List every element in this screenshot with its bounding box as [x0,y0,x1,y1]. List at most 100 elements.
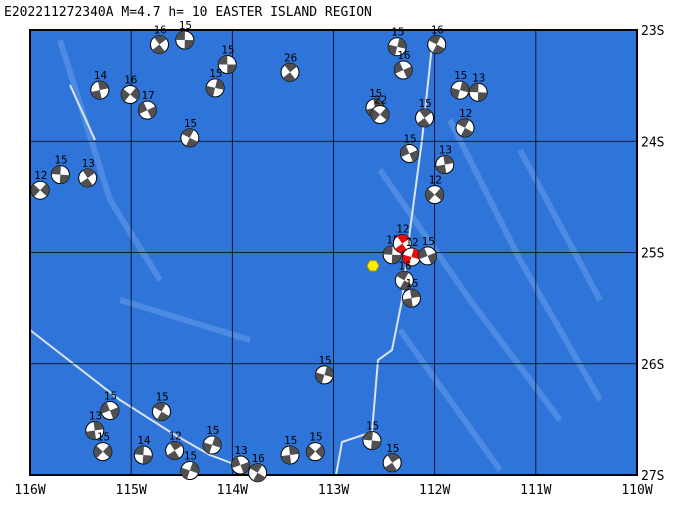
focal-mechanism [175,30,195,50]
depth-label: 15 [369,87,382,100]
ball-quadrant [288,445,299,455]
ball-quadrant [315,372,325,384]
depth-label: 13 [439,144,452,157]
depth-label: 15 [184,450,197,463]
focal-mechanism [427,34,447,54]
y-tick-label: 23S [641,24,664,39]
ball-quadrant [402,298,413,308]
ball-quadrant [130,87,140,101]
focal-mechanism [394,270,414,290]
depth-label: 16 [124,74,137,87]
focal-mechanism [78,168,98,188]
depth-label: 15 [386,442,399,455]
depth-label: 15 [206,424,219,437]
ball-quadrant [409,289,421,299]
focal-mechanism [100,400,120,420]
depth-label: 12 [169,430,182,443]
plate-boundary [29,44,433,476]
x-tick-label: 111W [520,483,551,498]
ball-quadrant [397,37,407,49]
focal-mechanism [133,445,153,465]
focal-mechanism [152,402,172,422]
ball-quadrant [432,44,445,54]
x-tick-label: 113W [318,483,349,498]
ball-quadrant [457,118,470,128]
ball-quadrant [169,441,183,451]
ball-quadrant [394,61,404,74]
map-frame [29,29,638,476]
focal-mechanism [120,85,140,105]
ball-quadrant [102,445,112,458]
focal-mechanism [418,246,438,266]
ball-quadrant [157,411,170,421]
focal-mechanism [435,155,455,175]
ball-quadrant [240,461,250,474]
bathymetry [57,39,603,472]
ball-quadrant [384,462,398,472]
ball-quadrant [153,402,167,412]
ball-quadrant [147,106,157,119]
ball-quadrant [40,183,50,197]
focal-mechanism [401,247,421,267]
ball-quadrant [371,108,381,122]
ball-quadrant [362,431,373,441]
ball-quadrant [409,149,419,162]
x-tick-label: 116W [14,483,45,498]
depth-label: 15 [184,117,197,130]
ball-quadrant [231,456,241,469]
ball-quadrant [51,165,61,175]
ball-quadrant [387,453,400,463]
depth-label: 17 [141,89,154,102]
epicenter [366,260,380,272]
focal-mechanism [85,421,105,440]
depth-label: 16 [431,23,444,36]
focal-mechanism [217,54,237,74]
depth-label: 15 [419,97,432,110]
focal-mechanism [93,442,113,462]
ball-quadrant [100,402,110,414]
ball-quadrant [396,271,409,281]
ball-quadrant [142,454,153,464]
ball-quadrant [419,108,432,118]
ball-quadrant [91,90,102,100]
focal-mechanism [149,34,169,54]
ball-quadrant [180,467,190,480]
ball-quadrant [82,168,96,178]
depth-label: 15 [221,43,234,56]
ball-quadrant [399,280,413,290]
depth-label: 22 [374,94,387,107]
ball-quadrant [425,188,435,202]
focal-mechanism [180,461,200,481]
focal-mechanism [401,288,421,308]
ball-quadrant [417,117,430,127]
ball-quadrant [252,472,266,482]
ball-quadrant [397,234,410,244]
focal-mechanism [392,234,412,254]
ball-quadrant [167,450,180,460]
depth-label: 16 [252,452,265,465]
ball-quadrant [85,430,97,440]
ball-quadrant [203,442,213,454]
ball-quadrant [175,31,185,41]
focal-mechanism [382,453,402,473]
depth-label: 12 [459,107,472,120]
y-tick-label: 27S [641,469,664,484]
ball-quadrant [80,177,93,187]
ball-quadrant [434,187,444,201]
ball-quadrant [212,436,222,448]
ball-quadrant [380,107,390,121]
ball-quadrant [459,81,469,93]
ball-quadrant [435,164,447,174]
focal-mechanism [30,180,50,200]
focal-mechanism [362,431,382,451]
x-tick-label: 115W [116,483,147,498]
focal-mechanism [455,118,475,138]
focal-mechanism [305,442,325,462]
ball-quadrant [189,462,199,474]
x-tick-label: 114W [217,483,248,498]
depth-label: 26 [284,51,297,64]
ball-quadrant [218,55,228,65]
ball-quadrant [282,72,296,82]
depth-label: 15 [97,431,110,444]
